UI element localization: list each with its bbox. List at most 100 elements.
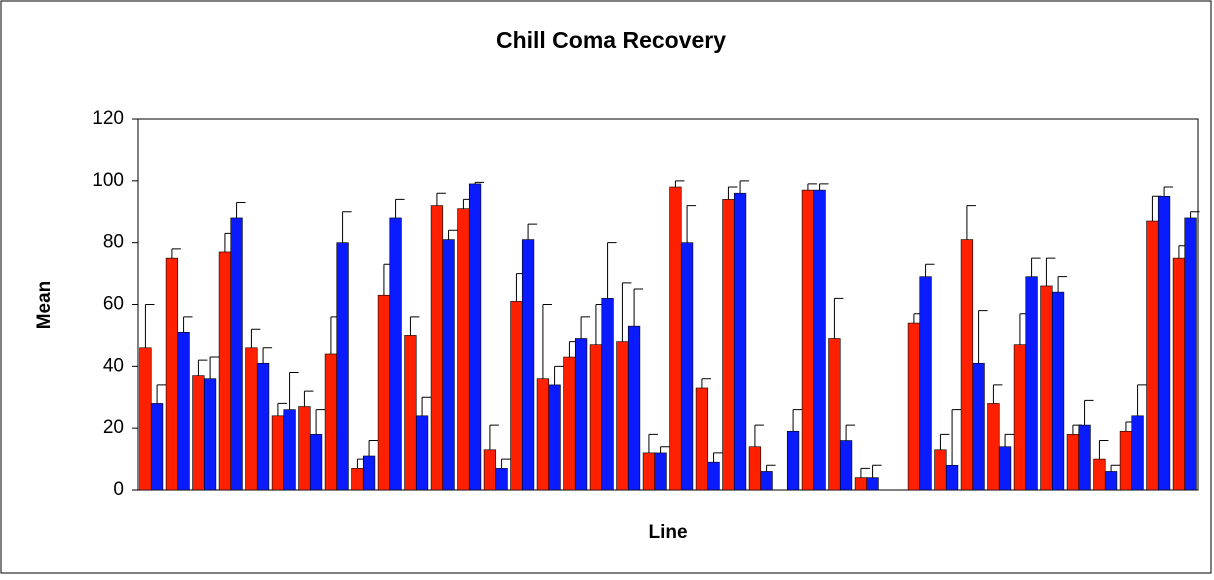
y-tick-label: 20 <box>103 417 124 438</box>
bar <box>813 189 826 491</box>
bar <box>415 415 429 491</box>
error-bar <box>436 192 446 206</box>
error-bar <box>872 464 882 478</box>
error-bar <box>474 181 485 184</box>
y-tick-label: 40 <box>103 355 124 376</box>
bar <box>256 362 270 491</box>
error-bar <box>144 304 155 348</box>
bar <box>695 387 709 491</box>
bar <box>801 189 815 491</box>
y-tick-label: 80 <box>103 232 124 253</box>
error-bar <box>1163 186 1174 197</box>
error-bar <box>1098 440 1109 460</box>
bar <box>1104 471 1118 491</box>
error-bar <box>792 409 803 432</box>
error-bar <box>448 229 458 240</box>
bar <box>1157 195 1171 491</box>
bar <box>786 430 800 491</box>
error-bar <box>621 282 632 342</box>
error-bar <box>939 433 950 450</box>
error-bar <box>527 223 538 240</box>
bar <box>457 208 470 491</box>
bar <box>351 468 364 491</box>
bar <box>298 406 311 491</box>
error-bar <box>395 198 405 218</box>
bar <box>283 409 296 491</box>
bar <box>839 440 853 491</box>
y-tick-label: 60 <box>103 294 124 315</box>
error-bar <box>236 201 246 218</box>
error-bar <box>342 211 352 243</box>
bar <box>828 338 841 491</box>
error-bar <box>807 183 817 191</box>
bar <box>271 415 285 491</box>
error-bar <box>1137 384 1147 416</box>
y-tick-label: 120 <box>92 108 124 129</box>
error-bar <box>660 446 670 453</box>
bar <box>442 239 455 491</box>
error-bar <box>1084 399 1094 426</box>
error-bar <box>766 464 776 472</box>
bar <box>468 183 482 491</box>
error-bar <box>421 396 432 416</box>
bar <box>960 239 974 491</box>
bar <box>362 455 376 491</box>
bar <box>309 434 323 491</box>
bar <box>1066 434 1080 491</box>
error-bar <box>739 180 750 194</box>
bar <box>536 378 550 491</box>
error-bar <box>819 183 829 191</box>
error-bar <box>277 402 287 416</box>
bar <box>680 242 694 491</box>
error-bar <box>171 248 181 259</box>
bar <box>324 353 338 491</box>
error-bar <box>925 263 935 277</box>
bar <box>627 325 641 491</box>
bar <box>563 356 576 491</box>
bar <box>245 347 258 491</box>
error-bar <box>542 304 552 379</box>
bar <box>495 468 508 491</box>
bar <box>1093 458 1106 491</box>
error-bar <box>489 424 499 450</box>
bar <box>150 403 164 491</box>
bar <box>642 452 656 491</box>
y-axis-label: Mean <box>34 281 55 330</box>
error-bar <box>845 424 856 441</box>
error-bar <box>754 424 764 447</box>
error-bar <box>315 409 326 435</box>
bar <box>907 322 921 491</box>
error-bar <box>648 433 658 453</box>
error-bar <box>580 316 591 339</box>
error-bar <box>368 440 379 456</box>
bar <box>945 464 959 491</box>
bar <box>389 217 402 491</box>
error-bar <box>727 186 738 200</box>
error-bar <box>607 242 617 299</box>
bar <box>1051 291 1065 491</box>
error-bar <box>209 356 220 379</box>
bar <box>574 338 588 491</box>
error-bar <box>1110 464 1121 472</box>
error-bar <box>262 347 273 364</box>
bar <box>1146 220 1159 491</box>
bar <box>1172 257 1186 491</box>
error-bar <box>833 297 844 339</box>
bar <box>165 257 179 491</box>
error-bar <box>501 458 511 469</box>
bar <box>589 344 603 491</box>
bar <box>139 347 152 491</box>
bar <box>548 384 561 491</box>
bar <box>972 362 985 491</box>
bar <box>192 375 205 491</box>
chart-title: Chill Coma Recovery <box>496 27 726 53</box>
bar <box>510 301 523 491</box>
bar <box>203 378 217 491</box>
error-bar <box>701 378 711 388</box>
bar <box>998 446 1012 491</box>
error-bar <box>156 384 167 404</box>
bar <box>854 477 868 491</box>
bar <box>707 461 720 491</box>
error-bar <box>250 328 261 348</box>
bar <box>760 471 773 491</box>
